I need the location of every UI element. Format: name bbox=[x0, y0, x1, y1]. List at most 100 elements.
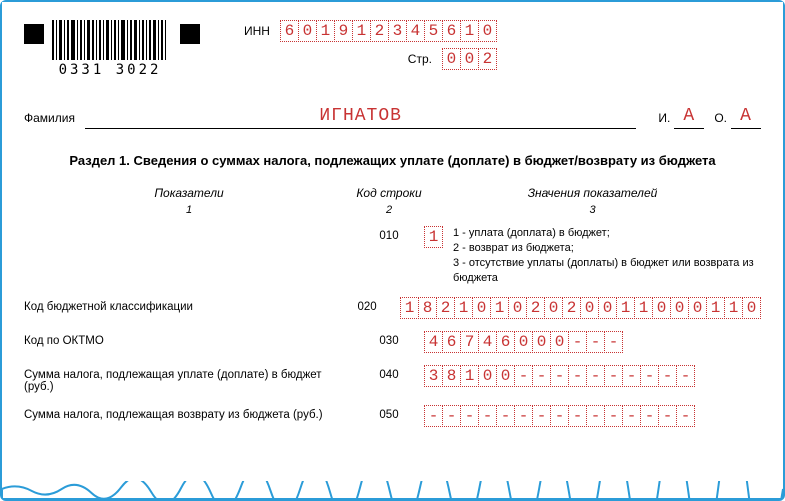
cell: 2 bbox=[370, 20, 389, 42]
row-code: 040 bbox=[354, 365, 424, 381]
cell: 0 bbox=[652, 297, 671, 319]
cell: 4 bbox=[424, 331, 443, 353]
cell: 8 bbox=[418, 297, 437, 319]
cell: 1 bbox=[316, 20, 335, 42]
initial-i-value: А bbox=[683, 106, 695, 126]
form-row: Код по ОКТМО03046746000--- bbox=[24, 331, 761, 353]
form-row: Код бюджетной классификации0201821010202… bbox=[24, 297, 761, 319]
cell: 6 bbox=[496, 331, 515, 353]
cell: 2 bbox=[526, 297, 545, 319]
section-title: Раздел 1. Сведения о суммах налога, подл… bbox=[24, 153, 761, 168]
row-code: 020 bbox=[334, 297, 400, 313]
row-code: 030 bbox=[354, 331, 424, 347]
cell: 1 bbox=[706, 297, 725, 319]
cell: - bbox=[676, 365, 695, 387]
cell: 9 bbox=[334, 20, 353, 42]
cell: 2 bbox=[478, 48, 497, 70]
cell: - bbox=[676, 405, 695, 427]
initial-i-label: И. bbox=[658, 111, 670, 129]
row-label: Сумма налога, подлежащая возврату из бюд… bbox=[24, 405, 354, 421]
cell: 0 bbox=[442, 48, 461, 70]
row-label bbox=[24, 226, 354, 230]
cell: - bbox=[478, 405, 497, 427]
cell: - bbox=[496, 405, 515, 427]
cell: - bbox=[586, 365, 605, 387]
form-row: Сумма налога, подлежащая уплате (доплате… bbox=[24, 365, 761, 393]
cell: - bbox=[532, 405, 551, 427]
row-label: Код по ОКТМО bbox=[24, 331, 354, 347]
cell: 6 bbox=[442, 331, 461, 353]
surname-line: ИГНАТОВ bbox=[85, 106, 636, 129]
cell: - bbox=[622, 405, 641, 427]
form-row: Сумма налога, подлежащая возврату из бюд… bbox=[24, 405, 761, 427]
cell: - bbox=[658, 405, 677, 427]
cell: 1 bbox=[424, 226, 443, 248]
barcode-number: 0331 3022 bbox=[59, 62, 162, 78]
cell: - bbox=[568, 331, 587, 353]
cell: - bbox=[514, 405, 533, 427]
cell: - bbox=[568, 405, 587, 427]
cell: - bbox=[586, 331, 605, 353]
initial-o-line: А bbox=[731, 106, 761, 129]
cell: 1 bbox=[460, 20, 479, 42]
cell: 0 bbox=[688, 297, 707, 319]
cell: - bbox=[514, 365, 533, 387]
cell: 8 bbox=[442, 365, 461, 387]
row-value: 38100---------- bbox=[424, 365, 761, 387]
table-header: Показатели Код строки Значения показател… bbox=[24, 186, 761, 200]
cell: - bbox=[550, 405, 569, 427]
col-num-3: 3 bbox=[424, 204, 761, 216]
cell: - bbox=[424, 405, 443, 427]
col-num-2: 2 bbox=[354, 204, 424, 216]
row-value: 18210102020011000110 bbox=[400, 297, 761, 319]
cell: 0 bbox=[460, 48, 479, 70]
cell: 0 bbox=[544, 297, 563, 319]
cell: 1 bbox=[454, 297, 473, 319]
cell: 6 bbox=[280, 20, 299, 42]
cell: 4 bbox=[478, 331, 497, 353]
cell: 0 bbox=[550, 331, 569, 353]
cell: - bbox=[604, 331, 623, 353]
marker-square-left bbox=[24, 24, 44, 44]
cell: - bbox=[622, 365, 641, 387]
cell: 0 bbox=[298, 20, 317, 42]
cell: 1 bbox=[724, 297, 743, 319]
page-label: Стр. bbox=[408, 52, 432, 66]
page-cells: 002 bbox=[442, 48, 497, 70]
table-header-nums: 1 2 3 bbox=[24, 204, 761, 216]
cell: - bbox=[532, 365, 551, 387]
cell: - bbox=[442, 405, 461, 427]
cell: 4 bbox=[406, 20, 425, 42]
cell: 0 bbox=[514, 331, 533, 353]
row-value: 46746000--- bbox=[424, 331, 761, 353]
cell: 0 bbox=[532, 331, 551, 353]
row-code: 010 bbox=[354, 226, 424, 242]
surname-value: ИГНАТОВ bbox=[319, 106, 402, 126]
cell: - bbox=[604, 405, 623, 427]
initial-o-label: О. bbox=[714, 111, 727, 129]
initial-i-line: А bbox=[674, 106, 704, 129]
inn-cells: 601912345610 bbox=[280, 20, 497, 42]
cell: - bbox=[640, 365, 659, 387]
initial-o-value: А bbox=[740, 106, 752, 126]
cell: - bbox=[550, 365, 569, 387]
header-row: 0331 3022 ИНН 601912345610 Стр. 002 bbox=[24, 20, 761, 78]
cell: 0 bbox=[472, 297, 491, 319]
cell: 0 bbox=[496, 365, 515, 387]
cell: - bbox=[568, 365, 587, 387]
cell: 0 bbox=[742, 297, 761, 319]
cell: 7 bbox=[460, 331, 479, 353]
cell: 0 bbox=[580, 297, 599, 319]
cell: - bbox=[460, 405, 479, 427]
cell: 1 bbox=[400, 297, 419, 319]
col-head-2: Код строки bbox=[354, 186, 424, 200]
cell: - bbox=[586, 405, 605, 427]
row-code: 050 bbox=[354, 405, 424, 421]
cell: 1 bbox=[490, 297, 509, 319]
cell: 1 bbox=[460, 365, 479, 387]
cell: 2 bbox=[436, 297, 455, 319]
row-legend: 1 - уплата (доплата) в бюджет;2 - возвра… bbox=[453, 226, 761, 285]
cell: - bbox=[604, 365, 623, 387]
cell: 2 bbox=[562, 297, 581, 319]
col-head-1: Показатели bbox=[24, 186, 354, 200]
